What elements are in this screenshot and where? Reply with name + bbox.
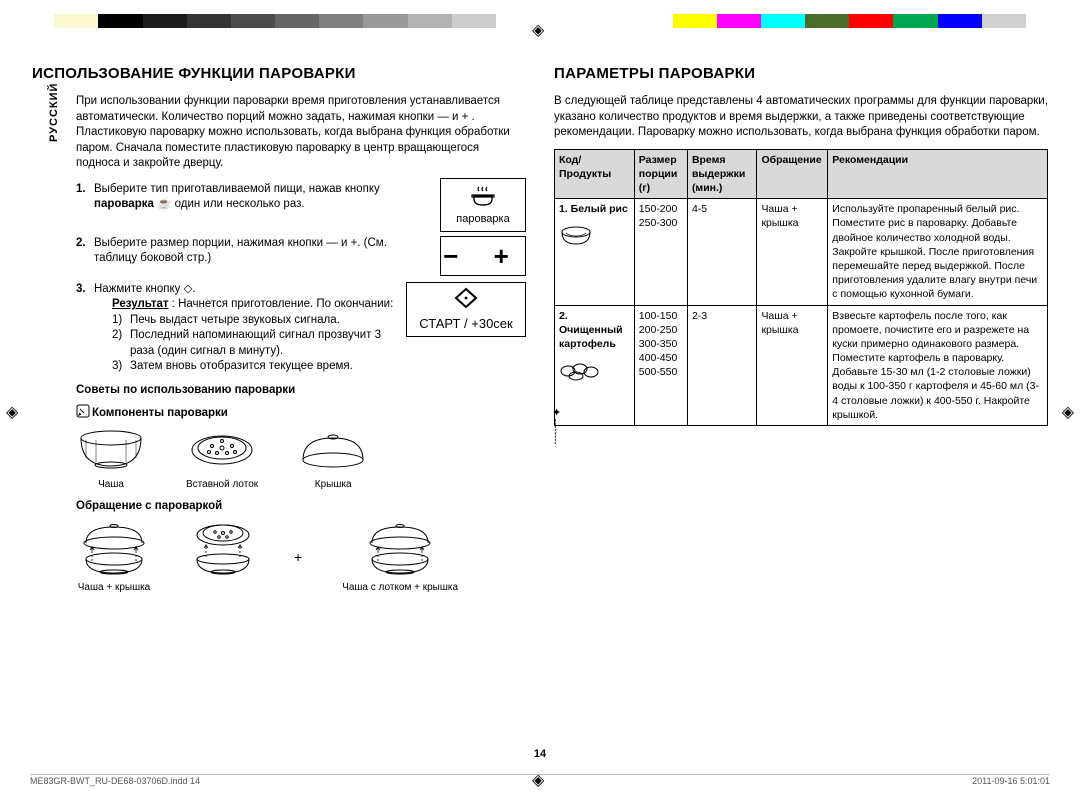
step-3: 3. Нажмите кнопку ◇. Результат : Начнетс…: [76, 282, 398, 375]
handling-bowl-lid-2: Чаша с лотком + крышка: [342, 521, 458, 595]
plus-glyph: +: [494, 241, 523, 271]
result-sublist: 1)Печь выдаст четыре звуковых сигнала. 2…: [112, 313, 398, 375]
sub-num-1: 1): [112, 313, 130, 329]
components-title: Компоненты пароварки: [76, 404, 526, 422]
lid-icon: [298, 428, 368, 474]
steamer-label: пароварка: [445, 212, 521, 227]
handling-row: Чаша + крышка +: [76, 521, 526, 595]
sub-num-3: 3): [112, 359, 130, 375]
sub1: Печь выдаст четыре звуковых сигнала.: [130, 313, 340, 329]
table-header-row: Код/ Продукты Размер порции (г) Время вы…: [555, 149, 1048, 199]
steps-list: пароварка 1. Выберите тип приготавливаем…: [76, 182, 526, 375]
sub3: Затем вновь отобразится текущее время.: [130, 359, 353, 375]
button-box-start: СТАРТ / +30сек: [406, 282, 526, 338]
th-hold: Время выдержки (мин.): [687, 149, 757, 199]
start-label: СТАРТ / +30сек: [411, 315, 521, 333]
steamer-icon: [468, 185, 498, 207]
cell-handling: Чаша + крышка: [757, 199, 828, 305]
step1-post: ☕ один или несколько раз.: [154, 198, 305, 210]
plus-between: +: [294, 548, 302, 567]
table-row: 2. Очищенный картофель100-150200-250300-…: [555, 305, 1048, 425]
step-3-body: Нажмите кнопку ◇. Результат : Начнется п…: [94, 282, 398, 375]
tray-down-icon: [192, 521, 254, 577]
components-title-text: Компоненты пароварки: [92, 407, 228, 419]
registration-mark-top: ◈: [532, 20, 544, 40]
hand2-label: Чаша с лотком + крышка: [342, 581, 458, 595]
sub-num-2: 2): [112, 328, 130, 359]
heading-usage: ИСПОЛЬЗОВАНИЕ ФУНКЦИИ ПАРОВАРКИ: [32, 64, 526, 84]
th-handling: Обращение: [757, 149, 828, 199]
intro-params: В следующей таблице представлены 4 автом…: [554, 94, 1048, 141]
footer-timestamp: 2011-09-16 5:01:01: [972, 776, 1050, 786]
result-line: Результат : Начнется приготовление. По о…: [112, 297, 398, 313]
step-1: 1. Выберите тип приготавливаемой пищи, н…: [76, 182, 432, 213]
component-tray: Вставной лоток: [186, 428, 258, 492]
cell-hold: 4-5: [687, 199, 757, 305]
tips-title: Советы по использованию пароварки: [76, 383, 526, 399]
registration-mark-left: ◈: [6, 402, 18, 422]
footer-filename: ME83GR-BWT_RU-DE68-03706D.indd 14: [30, 776, 200, 786]
start-diamond-icon: [411, 287, 521, 313]
handling-title: Обращение с пароваркой: [76, 499, 526, 515]
print-footer: ME83GR-BWT_RU-DE68-03706D.indd 14 2011-0…: [30, 776, 1050, 786]
th-portion: Размер порции (г): [634, 149, 687, 199]
bowl-lid-icon: [76, 521, 152, 577]
hand1-label: Чаша + крышка: [76, 581, 152, 595]
params-table: Код/ Продукты Размер порции (г) Время вы…: [554, 149, 1048, 426]
cell-rec: Взвесьте картофель после того, как промо…: [828, 305, 1048, 425]
comp3-label: Крышка: [298, 478, 368, 492]
note-icon: [76, 404, 90, 418]
cell-rec: Используйте пропаренный белый рис. Помес…: [828, 199, 1048, 305]
step-num-2: 2.: [76, 236, 94, 267]
component-bowl: Чаша: [76, 428, 146, 492]
intro-usage: При использовании функции пароварки врем…: [76, 94, 526, 172]
left-column: ИСПОЛЬЗОВАНИЕ ФУНКЦИИ ПАРОВАРКИ При испо…: [32, 64, 526, 594]
cell-portion: 100-150200-250300-350400-450500-550: [634, 305, 687, 425]
table-row: 1. Белый рис150-200250-3004-5Чаша + крыш…: [555, 199, 1048, 305]
step-num-1: 1.: [76, 182, 94, 213]
component-lid: Крышка: [298, 428, 368, 492]
cut-mark-center: ✦┊┊: [552, 406, 562, 445]
heading-params: ПАРАМЕТРЫ ПАРОВАРКИ: [554, 64, 1048, 84]
step-1-body: Выберите тип приготавливаемой пищи, нажа…: [94, 182, 432, 213]
step1-bold: пароварка: [94, 198, 154, 210]
bowl-lid-icon-2: [362, 521, 438, 577]
step-2: 2. Выберите размер порции, нажимая кнопк…: [76, 236, 432, 267]
handling-tray: [192, 521, 254, 595]
components-row: Чаша Вставной лоток К: [76, 428, 526, 492]
step3-text: Нажмите кнопку ◇.: [94, 283, 196, 295]
cell-code: 1. Белый рис: [555, 199, 635, 305]
comp1-label: Чаша: [76, 478, 146, 492]
page-number: 14: [0, 748, 1080, 760]
th-code: Код/ Продукты: [555, 149, 635, 199]
right-column: ПАРАМЕТРЫ ПАРОВАРКИ В следующей таблице …: [554, 64, 1048, 594]
button-box-plusminus: − +: [440, 236, 526, 276]
handling-bowl-lid: Чаша + крышка: [76, 521, 152, 595]
comp2-label: Вставной лоток: [186, 478, 258, 492]
step-num-3: 3.: [76, 282, 94, 375]
sub2: Последний напоминающий сигнал прозвучит …: [130, 328, 398, 359]
registration-mark-right: ◈: [1062, 402, 1074, 422]
bowl-icon: [76, 428, 146, 474]
th-rec: Рекомендации: [828, 149, 1048, 199]
cell-code: 2. Очищенный картофель: [555, 305, 635, 425]
cell-handling: Чаша + крышка: [757, 305, 828, 425]
page-content: ИСПОЛЬЗОВАНИЕ ФУНКЦИИ ПАРОВАРКИ При испо…: [32, 64, 1048, 594]
result-label: Результат: [112, 298, 168, 310]
result-text: : Начнется приготовление. По окончании:: [168, 298, 393, 310]
step-2-body: Выберите размер порции, нажимая кнопки —…: [94, 236, 432, 267]
language-tab: РУССКИЙ: [48, 83, 60, 142]
cell-hold: 2-3: [687, 305, 757, 425]
button-box-steamer: пароварка: [440, 178, 526, 232]
tray-icon: [187, 428, 257, 474]
minus-glyph: −: [443, 241, 472, 271]
cell-portion: 150-200250-300: [634, 199, 687, 305]
plusminus-glyphs: − +: [443, 243, 523, 269]
step1-pre: Выберите тип приготавливаемой пищи, нажа…: [94, 183, 380, 195]
